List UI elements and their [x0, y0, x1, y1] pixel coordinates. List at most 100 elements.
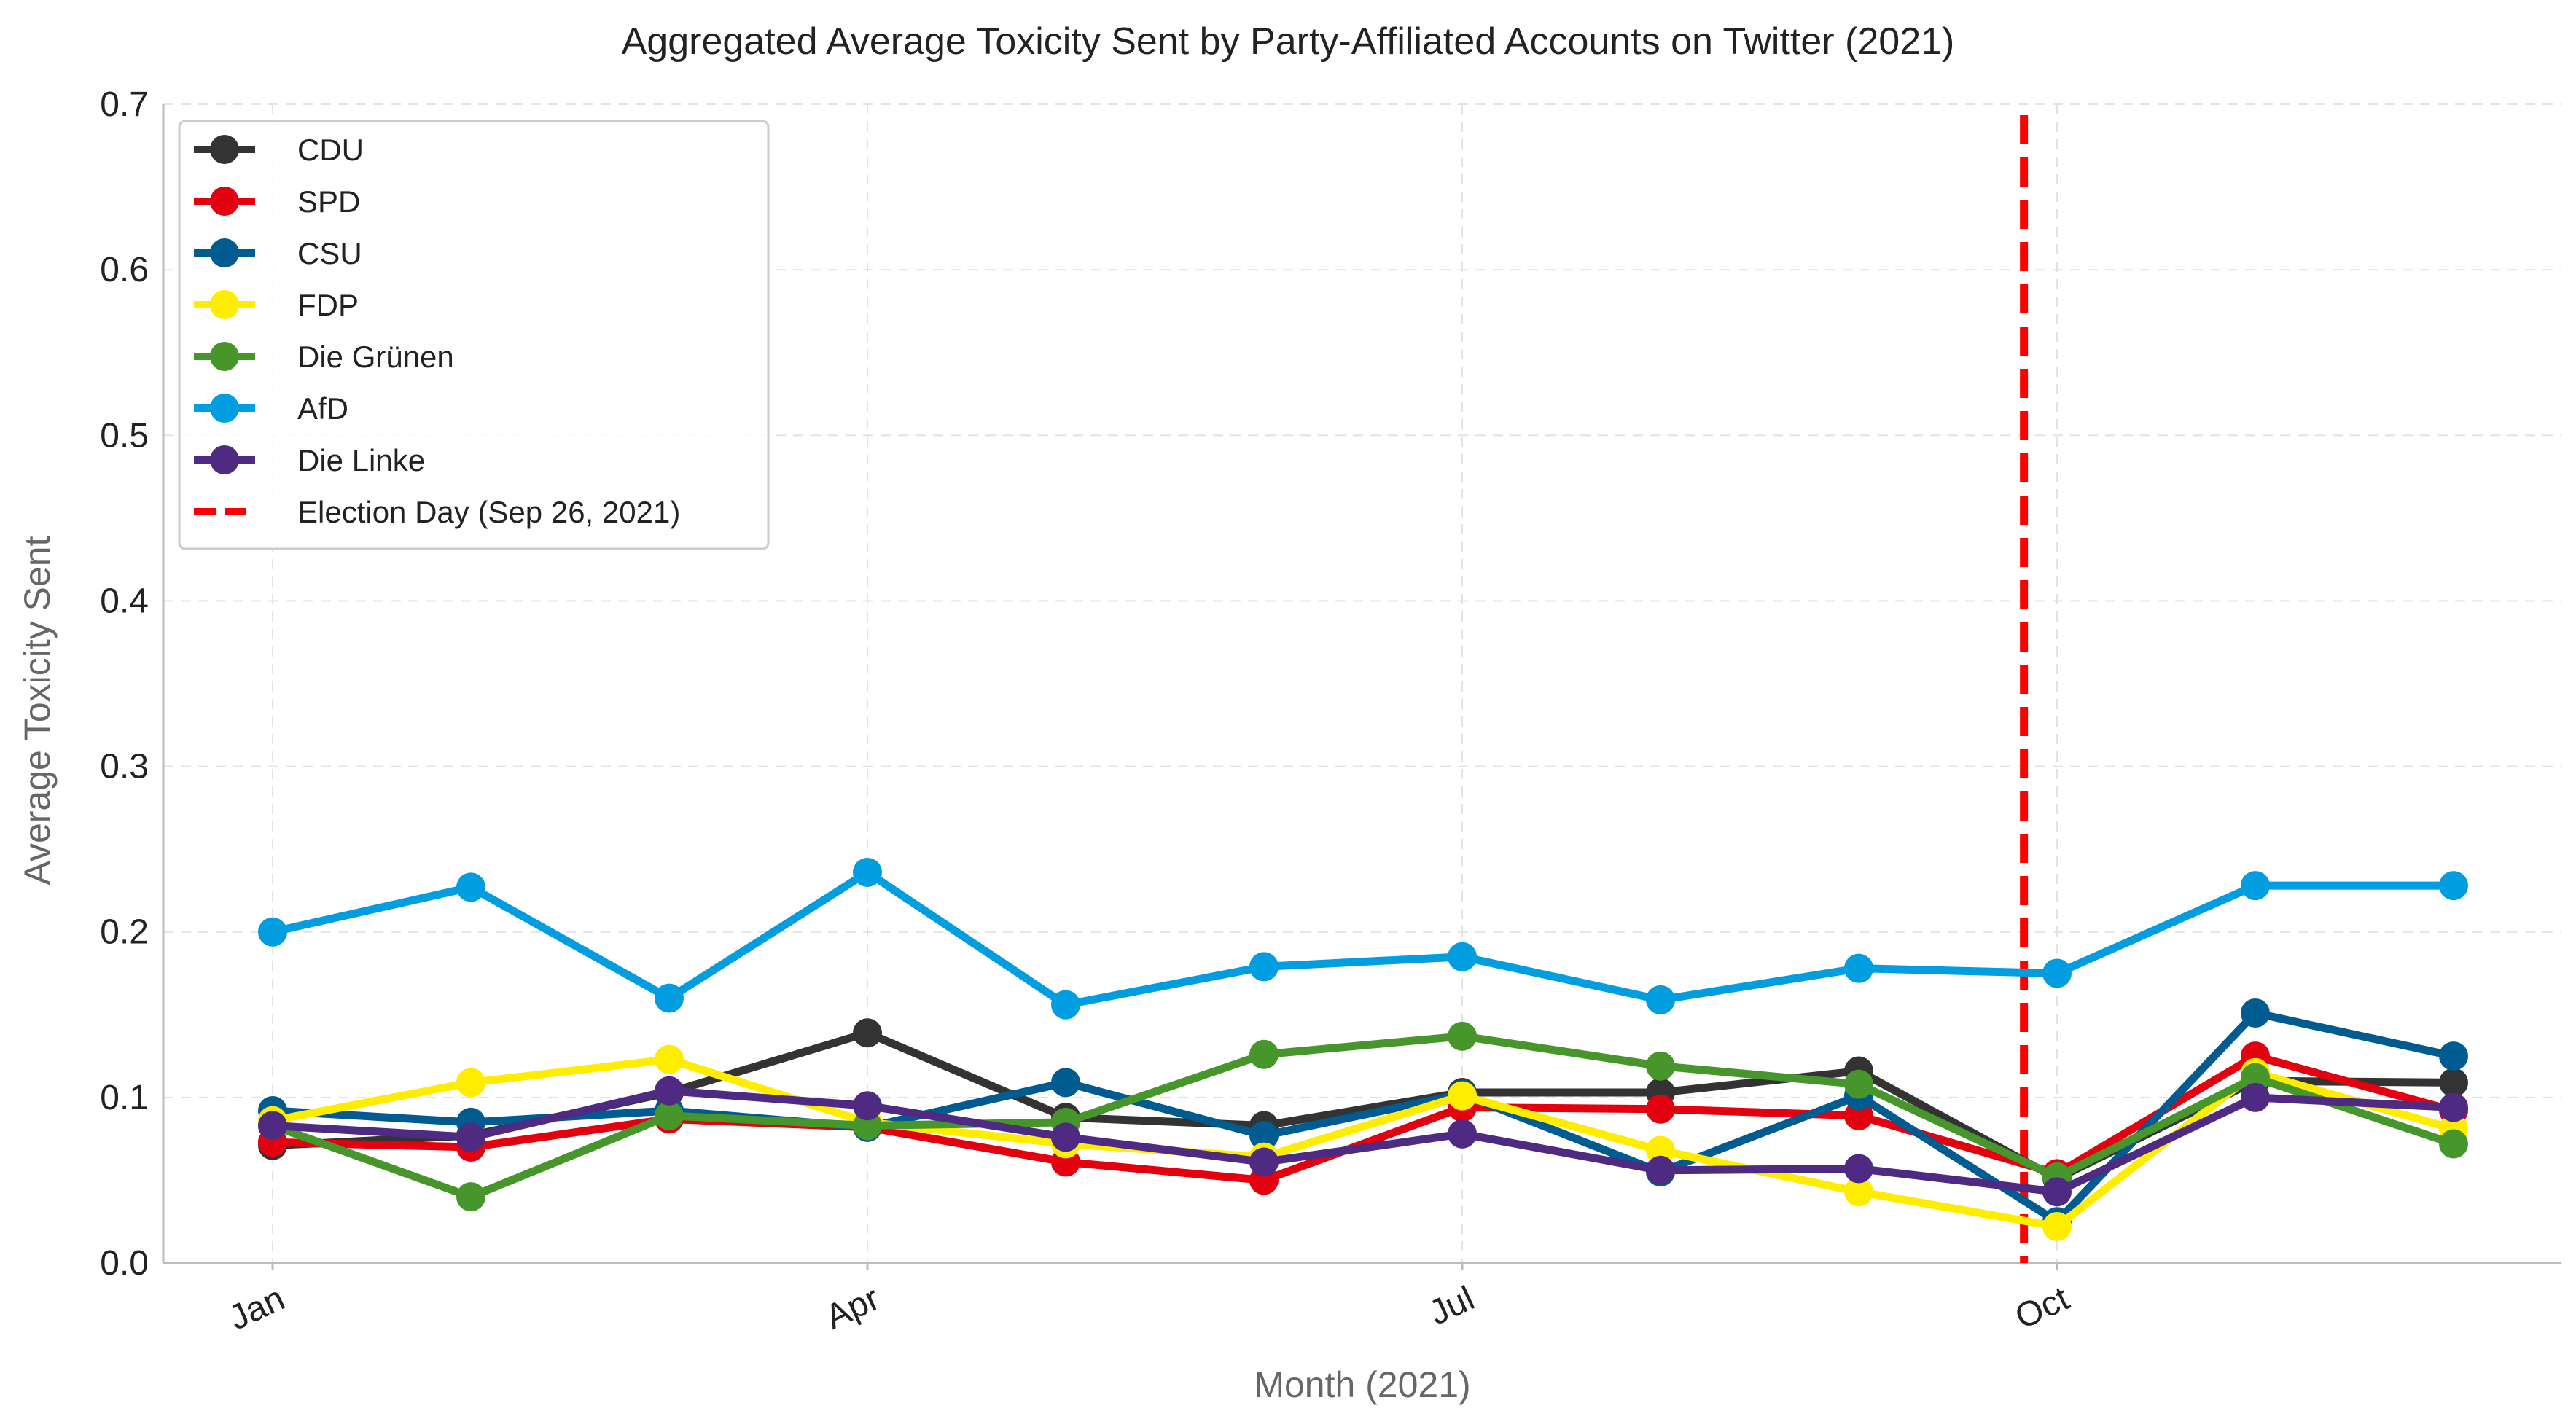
y-tick-label: 0.5 [100, 416, 149, 455]
x-tick-labels: Jan Apr Jul Oct [223, 1263, 2075, 1338]
series-line-csu [268, 1009, 2458, 1226]
x-tick-label: Oct [2010, 1279, 2075, 1337]
data-point [1448, 942, 1477, 971]
data-point [456, 1068, 485, 1098]
gridlines [163, 103, 2561, 1263]
legend-marker [210, 290, 239, 319]
y-tick-labels: 0.0 0.1 0.2 0.3 0.4 0.5 0.6 0.7 [100, 85, 149, 1283]
data-point [2439, 1041, 2468, 1071]
y-tick-label: 0.2 [100, 913, 149, 952]
series-line-die-linke [268, 1087, 2458, 1196]
legend-label: Die Linke [297, 443, 425, 477]
legend-frame [178, 120, 770, 550]
legend-entry: Die Grünen [194, 340, 454, 374]
data-point [258, 917, 287, 947]
data-point [1646, 1094, 1675, 1124]
series-line-fdp [268, 1055, 2458, 1231]
data-point [1051, 1068, 1080, 1098]
data-point [1249, 952, 1279, 982]
y-tick-label: 0.0 [100, 1244, 149, 1283]
chart-title: Aggregated Average Toxicity Sent by Part… [622, 20, 1955, 63]
series-die-linke [258, 1076, 2468, 1207]
series-line-die-gr-nen [268, 1032, 2458, 1201]
data-point [2042, 1177, 2072, 1207]
y-tick-label: 0.4 [100, 582, 149, 620]
legend-marker [210, 445, 239, 474]
data-point [1646, 985, 1675, 1014]
legend-label: Die Grünen [297, 340, 454, 374]
data-point [1249, 1121, 1279, 1151]
legend-label: SPD [297, 184, 360, 219]
data-point [2439, 871, 2468, 901]
legend-label: CSU [297, 236, 362, 270]
data-point [456, 1182, 485, 1212]
y-axis-label: Average Toxicity Sent [17, 536, 58, 885]
data-point [1448, 1021, 1477, 1051]
legend-entry: CDU [194, 133, 364, 167]
x-tick-label: Jul [1424, 1279, 1480, 1333]
y-tick-label: 0.3 [100, 748, 149, 786]
x-tick-label: Jan [223, 1279, 291, 1338]
series-die-gr-nen [258, 1021, 2468, 1212]
axes [162, 104, 2561, 1264]
data-point [2241, 1082, 2270, 1112]
data-point [1844, 1177, 1873, 1207]
data-point [1844, 1069, 1873, 1099]
legend-marker [210, 135, 239, 164]
data-point [2241, 998, 2270, 1028]
data-point [655, 1076, 684, 1106]
series-line-spd [268, 1052, 2458, 1184]
legend-entry: AfD [194, 391, 348, 426]
data-point [1249, 1147, 1279, 1177]
data-point [1051, 1122, 1080, 1152]
data-point [456, 872, 485, 902]
data-point [2241, 871, 2270, 901]
series-lines [258, 857, 2468, 1242]
legend-label: FDP [297, 288, 359, 322]
data-point [655, 1044, 684, 1074]
legend-entry: Die Linke [194, 443, 425, 477]
data-point [655, 983, 684, 1013]
data-point [2439, 1092, 2468, 1122]
data-point [2439, 1129, 2468, 1159]
data-point [456, 1122, 485, 1152]
legend: CDU SPD CSU FDP Die Grünen AfD Die Linke Electi… [178, 120, 770, 550]
series-csu [258, 998, 2468, 1237]
data-point [1646, 1051, 1675, 1081]
legend-entry: SPD [194, 184, 360, 219]
legend-entry: FDP [194, 288, 359, 322]
legend-label: CDU [297, 133, 364, 167]
legend-marker [210, 238, 239, 267]
data-point [1249, 1039, 1279, 1069]
x-axis-label: Month (2021) [1254, 1364, 1470, 1405]
data-point [2439, 1068, 2468, 1098]
x-tick-label: Apr [820, 1279, 886, 1337]
series-afd [258, 857, 2468, 1020]
y-tick-label: 0.7 [100, 85, 149, 124]
data-point [1448, 1081, 1477, 1111]
y-tick-label: 0.1 [100, 1079, 149, 1117]
data-point [853, 1018, 882, 1048]
data-point [853, 857, 882, 887]
data-point [655, 1100, 684, 1130]
legend-items: CDU SPD CSU FDP Die Grünen AfD Die Linke Electi… [194, 133, 680, 529]
data-point [1646, 1155, 1675, 1185]
data-point [2042, 1212, 2072, 1242]
legend-label: Election Day (Sep 26, 2021) [297, 495, 680, 529]
series-line-afd [268, 868, 2458, 1009]
legend-marker [210, 342, 239, 371]
legend-marker [210, 394, 239, 423]
data-point [1051, 990, 1080, 1020]
data-point [2042, 958, 2072, 988]
data-point [1844, 953, 1873, 983]
legend-entry: CSU [194, 236, 362, 270]
data-point [1844, 1154, 1873, 1184]
data-point [1448, 1119, 1477, 1149]
data-point [258, 1111, 287, 1141]
y-tick-label: 0.6 [100, 251, 149, 289]
legend-label: AfD [297, 391, 348, 426]
legend-marker [210, 187, 239, 216]
legend-entry: Election Day (Sep 26, 2021) [194, 495, 680, 529]
data-point [853, 1091, 882, 1121]
